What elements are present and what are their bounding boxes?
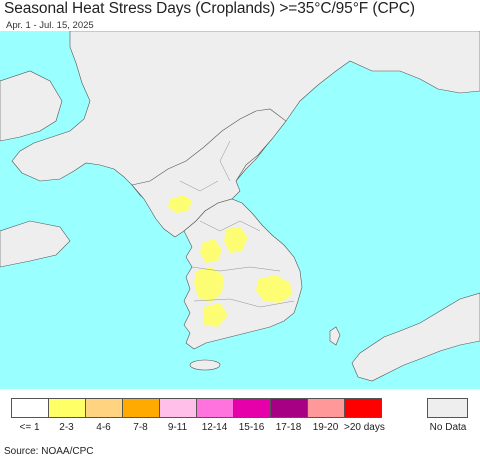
legend-swatch-19-20 (307, 398, 345, 418)
legend-swatch-15-16 (233, 398, 271, 418)
legend-labels: <= 1 2-3 4-6 7-8 9-11 12-14 15-16 17-18 … (11, 422, 385, 433)
map-subtitle: Apr. 1 - Jul. 15, 2025 (6, 20, 94, 31)
legend-label: 4-6 (96, 422, 111, 433)
patch-west-central (200, 239, 222, 263)
jeju-island (189, 359, 221, 371)
legend-swatch-no-data (427, 398, 468, 418)
tsushima-island (329, 326, 341, 346)
legend-label: 17-18 (275, 422, 302, 433)
legend-swatch-2-3 (48, 398, 86, 418)
legend-swatch-12-14 (196, 398, 234, 418)
legend-label: 15-16 (238, 422, 265, 433)
legend-label: 9-11 (167, 422, 188, 433)
legend-label: 12-14 (201, 422, 228, 433)
legend-label: 2-3 (59, 422, 74, 433)
korea-map (0, 31, 480, 389)
japan (351, 292, 480, 382)
legend-label: 19-20 (312, 422, 339, 433)
legend-label: >20 days (344, 422, 385, 433)
patch-northwest (168, 195, 192, 213)
shandong-peninsula (0, 220, 71, 268)
legend-bar (11, 398, 382, 420)
province-boundaries (179, 140, 295, 308)
legend-swatch-9-11 (159, 398, 197, 418)
legend-swatch-gt-20 (344, 398, 382, 418)
map-title: Seasonal Heat Stress Days (Croplands) >=… (4, 0, 415, 17)
patch-southeast (256, 275, 292, 303)
legend-swatch-4-6 (85, 398, 123, 418)
patch-central (224, 227, 248, 253)
source-credit: Source: NOAA/CPC (4, 446, 94, 457)
heat-stress-2-3-days (168, 195, 292, 327)
legend-label: 7-8 (133, 422, 148, 433)
patch-southwest (194, 267, 224, 303)
legend-label-no-data: No Data (429, 422, 467, 433)
patch-south (204, 303, 228, 327)
legend-swatch-7-8 (122, 398, 160, 418)
legend-label: <= 1 (19, 422, 40, 433)
legend-swatch-17-18 (270, 398, 308, 418)
legend-swatch-le-1 (11, 398, 49, 418)
liaodong-peninsula (0, 70, 63, 142)
